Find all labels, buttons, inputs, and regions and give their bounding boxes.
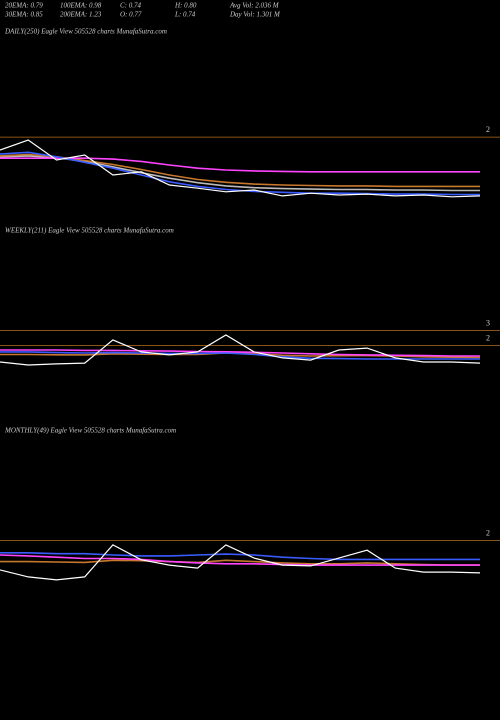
- panel-title: DAILY(250) Eagle View 505528 charts Muna…: [4, 28, 167, 36]
- y-tick-label: 2: [486, 528, 490, 537]
- panel-title: MONTHLY(49) Eagle View 505528 charts Mun…: [4, 427, 176, 435]
- panel-title: WEEKLY(211) Eagle View 505528 charts Mun…: [5, 227, 174, 235]
- stat-label: 100EMA: 0.98: [60, 2, 102, 10]
- series-line: [0, 334, 481, 366]
- series-line: [0, 139, 481, 198]
- series-line: [0, 552, 480, 561]
- stat-label: 200EMA: 1.23: [60, 11, 102, 19]
- y-tick-label: 2: [486, 125, 490, 134]
- stat-label: L: 0.74: [174, 11, 196, 19]
- series-line: [0, 554, 480, 566]
- y-tick-label: 2: [486, 333, 490, 342]
- series-line: [0, 559, 480, 566]
- series-line: [0, 349, 480, 357]
- stat-label: C: 0.74: [120, 2, 142, 10]
- series-line: [0, 157, 480, 173]
- series-line: [0, 153, 480, 188]
- stat-label: H: 0.80: [174, 2, 197, 10]
- stat-label: 30EMA: 0.85: [4, 11, 43, 19]
- series-line: [0, 544, 481, 581]
- stat-label: O: 0.77: [120, 11, 142, 19]
- stat-label: 20EMA: 0.79: [5, 2, 43, 10]
- stat-label: Day Vol: 1.301 M: [229, 11, 281, 19]
- stat-label: Avg Vol: 2.036 M: [229, 2, 280, 10]
- y-tick-label: 3: [486, 318, 490, 327]
